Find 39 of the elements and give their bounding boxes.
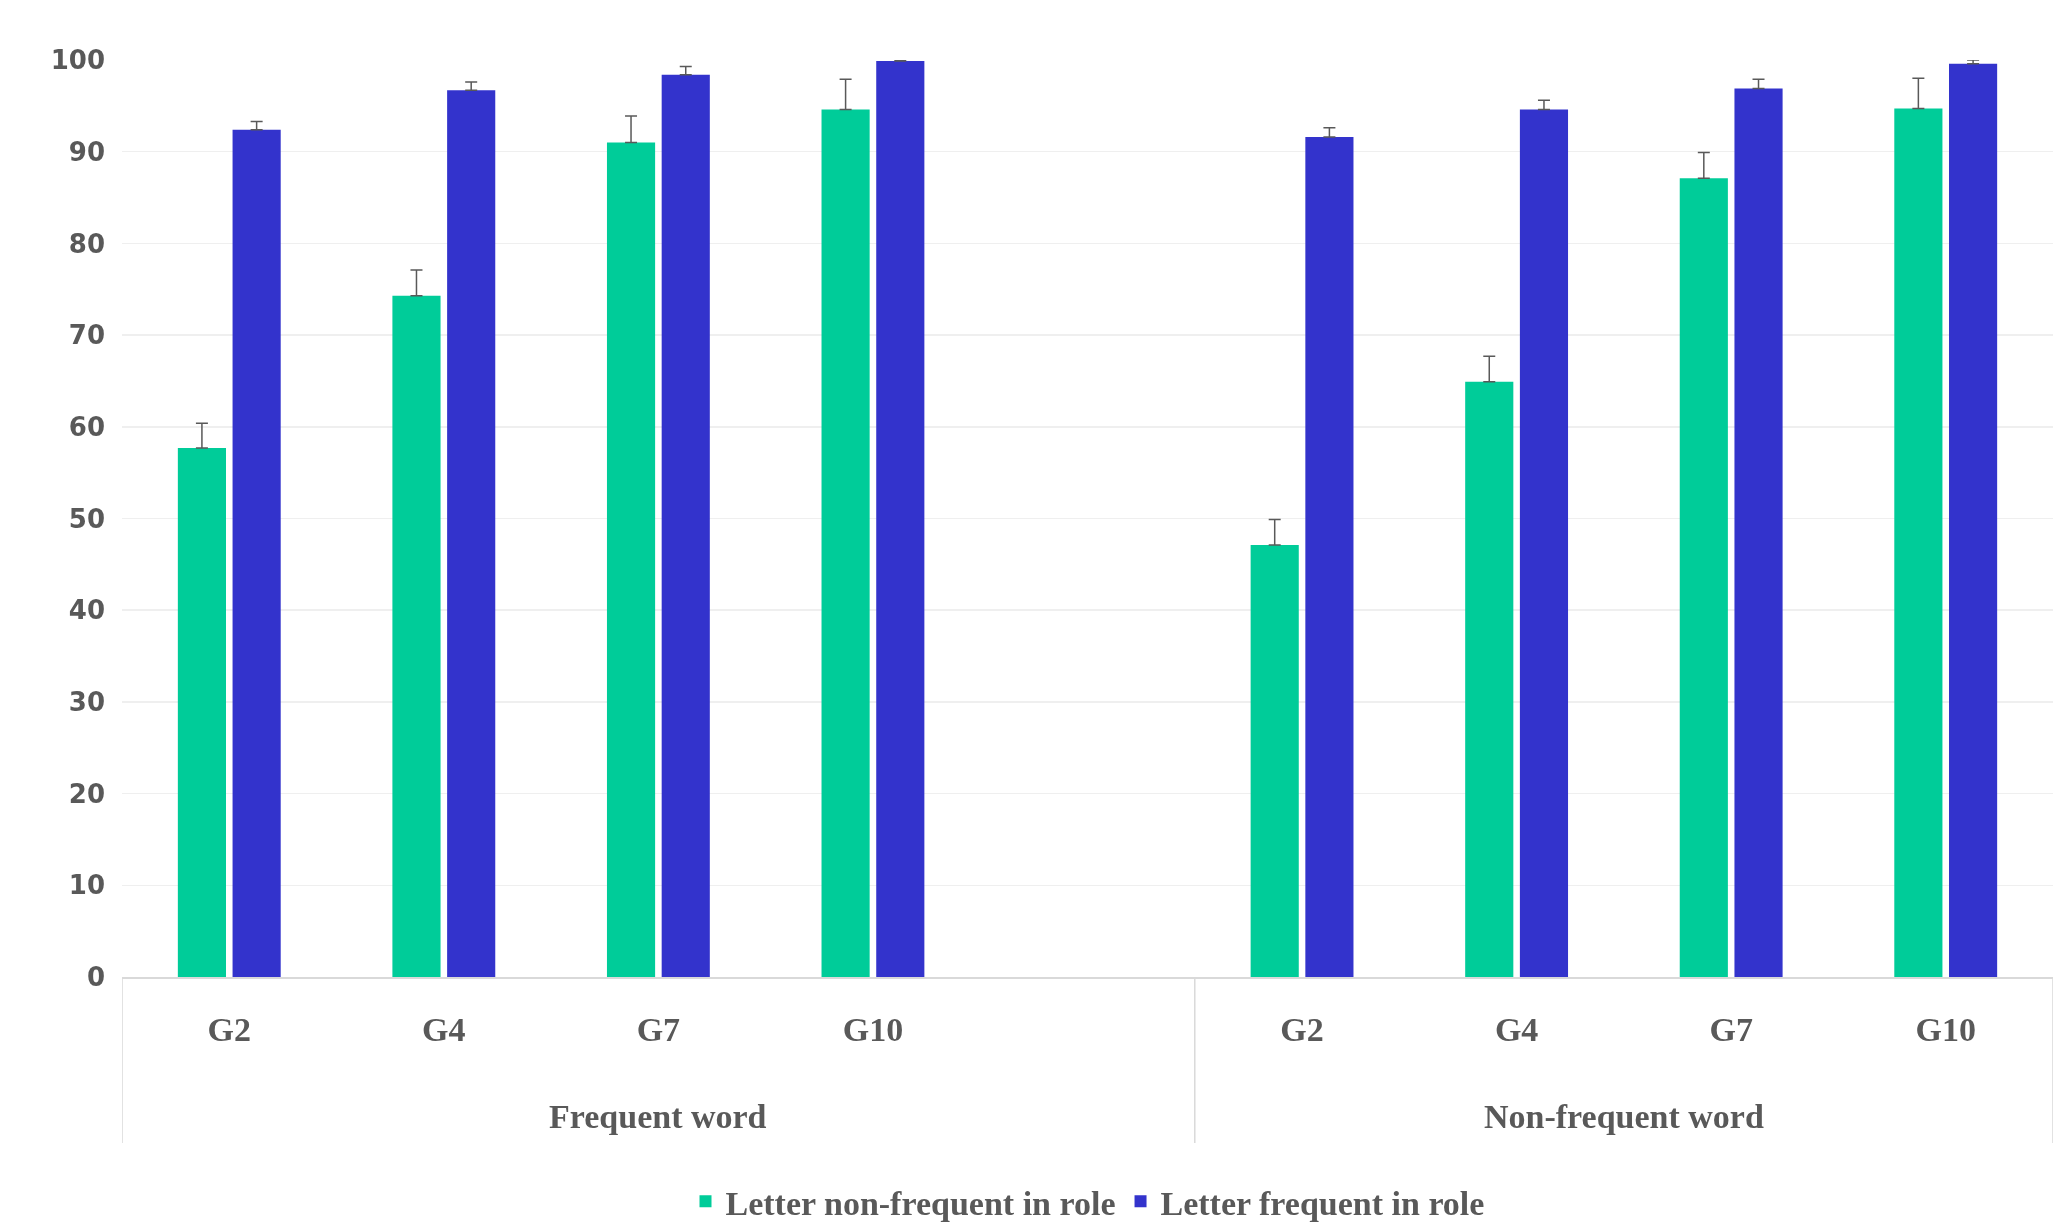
bar	[606, 142, 656, 977]
bar	[821, 109, 870, 977]
bar	[1465, 381, 1514, 977]
bar	[1679, 178, 1728, 977]
x-tick-label: G2	[207, 1011, 252, 1049]
x-tick-label: G7	[636, 1011, 681, 1049]
bar	[1305, 137, 1354, 977]
legend-label: Letter non-frequent in role	[725, 1184, 1116, 1222]
x-tick-label: G10	[1915, 1011, 1976, 1049]
y-tick-label: 0	[86, 962, 105, 993]
bar	[1519, 109, 1569, 977]
y-tick-label: 50	[68, 503, 105, 534]
x-tick-label: G10	[842, 1011, 904, 1049]
y-tick-label: 100	[50, 45, 105, 76]
bar	[1734, 88, 1783, 977]
y-tick-label: 40	[68, 595, 105, 626]
x-tick-label: G2	[1280, 1011, 1324, 1049]
bar	[447, 90, 496, 977]
bar	[1250, 545, 1299, 977]
bar	[1894, 108, 1943, 977]
x-tick-label: G4	[1494, 1011, 1539, 1049]
legend-label: Letter frequent in role	[1160, 1184, 1485, 1222]
y-tick-label: 90	[68, 136, 105, 167]
bar	[232, 129, 281, 977]
bar	[392, 295, 441, 977]
bar	[876, 60, 925, 977]
y-tick-label: 30	[68, 687, 105, 717]
y-tick-label: 10	[68, 870, 105, 901]
bar	[1949, 63, 1998, 977]
x-tick-label: G4	[422, 1011, 466, 1049]
y-tick-label: 70	[68, 320, 105, 351]
x-tick-label: G7	[1709, 1011, 1753, 1049]
bar	[177, 447, 226, 977]
y-tick-label: 60	[68, 411, 105, 442]
text: Frequent word	[549, 1098, 767, 1135]
text: Non-frequent word	[1484, 1098, 1764, 1135]
bar	[661, 74, 710, 977]
y-tick-label: 20	[68, 778, 105, 809]
y-tick-label: 80	[68, 228, 105, 259]
